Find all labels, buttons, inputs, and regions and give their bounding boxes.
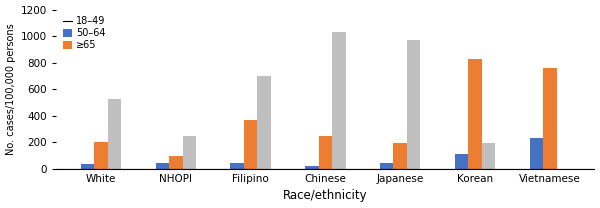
Bar	[530, 139, 543, 169]
Legend: 18–49, 50–64, ≥65: 18–49, 50–64, ≥65	[61, 14, 107, 52]
Bar	[305, 166, 319, 169]
Bar	[169, 156, 182, 169]
X-axis label: Race/ethnicity: Race/ethnicity	[283, 189, 368, 202]
Bar	[230, 163, 244, 169]
Y-axis label: No. cases/100,000 persons: No. cases/100,000 persons	[5, 24, 16, 155]
Bar	[182, 136, 196, 169]
Bar	[543, 68, 557, 169]
Bar	[319, 136, 332, 169]
Bar	[455, 154, 468, 169]
Bar	[394, 143, 407, 169]
Bar	[407, 40, 421, 169]
Bar	[332, 32, 346, 169]
Bar	[380, 163, 394, 169]
Bar	[81, 164, 94, 169]
Bar	[468, 59, 482, 169]
Bar	[482, 143, 495, 169]
Bar	[155, 163, 169, 169]
Bar	[244, 120, 257, 169]
Bar	[257, 76, 271, 169]
Bar	[94, 142, 108, 169]
Bar	[108, 99, 121, 169]
